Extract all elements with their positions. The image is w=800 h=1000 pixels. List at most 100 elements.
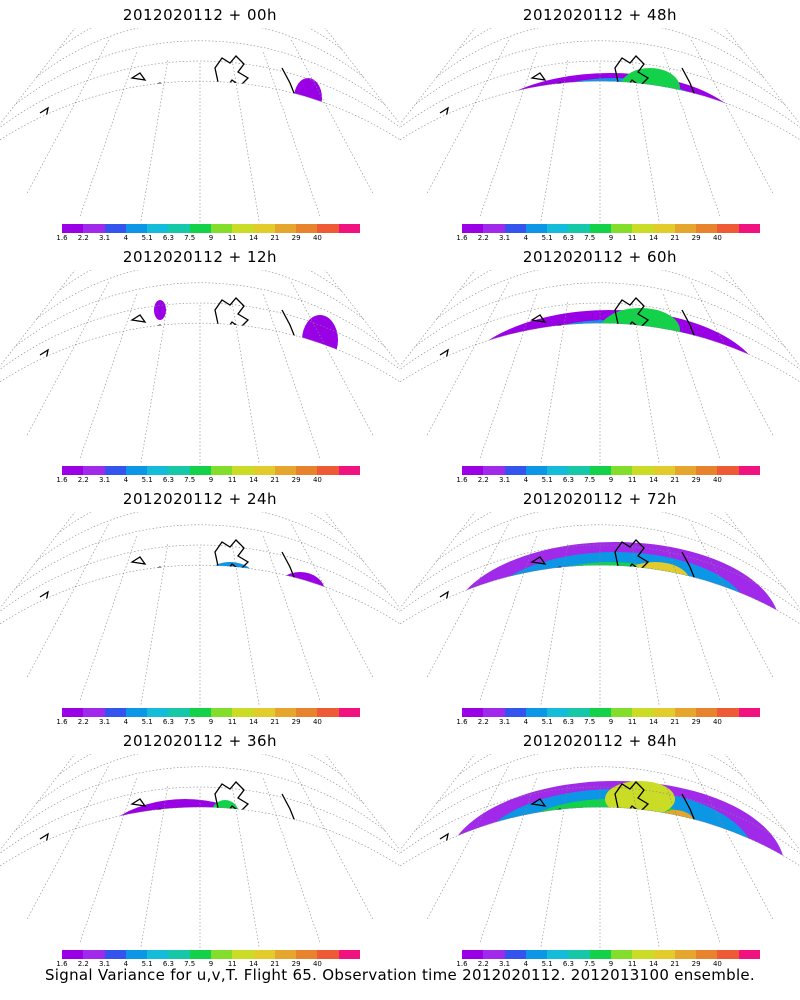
colorbar-tick-label: 1.6 — [56, 718, 68, 726]
colorbar-swatch — [253, 708, 275, 717]
colorbar-tick-label: 21 — [270, 960, 280, 968]
map-plot — [400, 270, 800, 464]
colorbar-swatch — [232, 708, 254, 717]
colorbar-swatch — [717, 466, 739, 475]
colorbar-tick-label: 5.1 — [141, 234, 153, 242]
colorbar-tick-label: 1.6 — [456, 234, 468, 242]
colorbar — [62, 466, 360, 475]
colorbar-tick-label: 9 — [608, 718, 614, 726]
colorbar-tick-label: 2.2 — [477, 960, 489, 968]
colorbar-tick-label: 9 — [208, 718, 214, 726]
colorbar-swatch — [338, 224, 360, 233]
colorbar-tick-label: 21 — [270, 234, 280, 242]
panel-title: 2012020112 + 12h — [122, 248, 278, 266]
colorbar-swatch — [462, 224, 484, 233]
colorbar-tick-label: 3.1 — [498, 234, 511, 242]
panel-title: 2012020112 + 24h — [122, 490, 278, 508]
colorbar-swatch — [717, 950, 739, 959]
colorbar-swatch — [632, 950, 654, 959]
colorbar-tick-label: 21 — [670, 718, 680, 726]
field-contour — [450, 542, 780, 644]
map-panel: 2012020112 + 24h 1.6 2.2 3.1 4 5.1 6.3 7.5 9 11 14… — [0, 484, 400, 726]
map-panel: 2012020112 + 60h 1.6 2.2 3.1 4 5.1 6.3 7.5 9 11 14… — [400, 242, 800, 484]
colorbar-swatch — [147, 466, 169, 475]
colorbar-tick-label: 14 — [249, 960, 259, 968]
colorbar-swatch — [62, 708, 84, 717]
colorbar-tick-label: 6.3 — [562, 718, 574, 726]
colorbar-swatch — [653, 708, 675, 717]
coastline — [439, 55, 751, 159]
field-contour — [625, 350, 685, 400]
field-contour — [450, 702, 600, 706]
colorbar-tick-label: 9 — [608, 234, 614, 242]
colorbar-tick-label: 2.2 — [77, 234, 89, 242]
colorbar — [462, 224, 760, 233]
colorbar-swatch — [504, 950, 526, 959]
colorbar-tick-label: 14 — [249, 234, 259, 242]
colorbar-swatch — [462, 466, 484, 475]
colorbar-swatch — [317, 708, 339, 717]
colorbar-swatch — [274, 224, 297, 233]
map-plot — [0, 270, 400, 464]
colorbar-tick-label: 21 — [270, 718, 280, 726]
colorbar-tick-label: 7.5 — [584, 234, 596, 242]
colorbar-tick-label: 2.2 — [77, 960, 89, 968]
colorbar-swatch — [125, 950, 148, 959]
colorbar-swatch — [483, 950, 505, 959]
colorbar-tick-label: 29 — [691, 718, 701, 726]
colorbar-tick-label: 1.6 — [56, 960, 68, 968]
colorbar-tick-label: 40 — [712, 960, 722, 968]
field-contour — [620, 562, 690, 602]
field-contour — [655, 810, 695, 838]
colorbar-tick-label: 3.1 — [498, 718, 511, 726]
colorbar-tick-label: 40 — [712, 476, 722, 484]
colorbar-swatch — [338, 466, 360, 475]
colorbar-swatch — [83, 708, 105, 717]
colorbar-swatch — [674, 466, 697, 475]
colorbar-tick-label: 21 — [270, 476, 280, 484]
colorbar-tick-label: 5.1 — [141, 960, 153, 968]
colorbar-swatch — [104, 950, 126, 959]
map-panel: 2012020112 + 72h 1.6 2.2 3.1 4 5.1 6.3 7.5 9 11 14… — [400, 484, 800, 726]
colorbar-swatch — [62, 466, 84, 475]
colorbar-swatch — [483, 224, 505, 233]
field-contour — [190, 600, 220, 640]
colorbar-ticks: 1.6 2.2 3.1 4 5.1 6.3 7.5 9 11 14 21 29 40 — [56, 718, 360, 728]
field-contour — [490, 320, 730, 402]
map-panel: 2012020112 + 36h 1.6 2.2 3.1 4 5.1 6.3 7.5 9 11 14… — [0, 726, 400, 968]
colorbar-swatch — [274, 466, 297, 475]
coastline — [39, 297, 351, 401]
colorbar-tick-label: 14 — [249, 476, 259, 484]
colorbar-swatch — [317, 466, 339, 475]
colorbar-swatch — [189, 224, 211, 233]
colorbar-swatch — [525, 224, 548, 233]
panel-title: 2012020112 + 48h — [522, 6, 678, 24]
field-contour — [670, 934, 730, 948]
colorbar-swatch — [483, 466, 505, 475]
colorbar-swatch — [483, 708, 505, 717]
colorbar-tick-label: 6.3 — [162, 960, 174, 968]
colorbar-tick-label: 3.1 — [498, 960, 511, 968]
colorbar-swatch — [296, 708, 318, 717]
colorbar-swatch — [568, 708, 590, 717]
colorbar-tick-label: 40 — [312, 718, 322, 726]
colorbar-swatch — [210, 224, 233, 233]
colorbar-tick-label: 4 — [523, 476, 529, 484]
colorbar — [62, 950, 360, 959]
colorbar-tick-label: 14 — [649, 718, 659, 726]
colorbar-swatch — [696, 950, 718, 959]
colorbar-swatch — [589, 224, 611, 233]
colorbar-tick-label: 29 — [291, 234, 301, 242]
colorbar-tick-label: 21 — [670, 960, 680, 968]
colorbar-swatch — [674, 950, 697, 959]
map-plot — [0, 754, 400, 948]
colorbar — [462, 466, 760, 475]
colorbar-tick-label: 29 — [691, 234, 701, 242]
field-contour — [515, 330, 695, 402]
field-contour — [211, 800, 239, 828]
colorbar-tick-label: 11 — [627, 718, 637, 726]
colorbar-tick-label: 2.2 — [477, 234, 489, 242]
field-contour — [302, 315, 338, 365]
colorbar-tick-label: 5.1 — [141, 476, 153, 484]
colorbar-swatch — [232, 466, 254, 475]
